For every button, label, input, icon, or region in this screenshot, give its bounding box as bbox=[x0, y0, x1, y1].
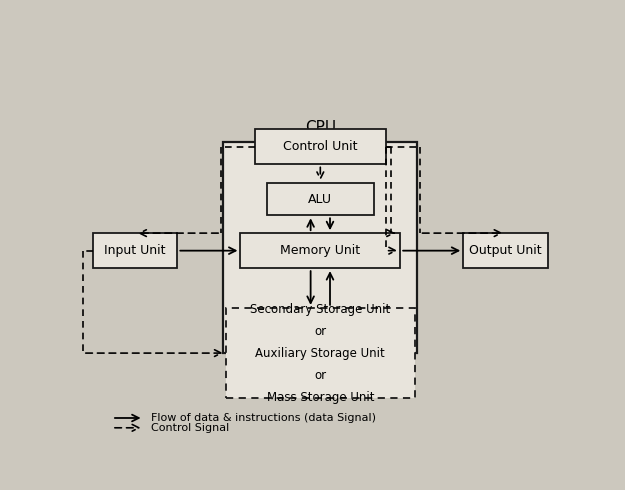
Text: Secondary Storage Unit
or
Auxiliary Storage Unit
or
Mass Storage Unit: Secondary Storage Unit or Auxiliary Stor… bbox=[250, 303, 391, 404]
Text: Flow of data & instructions (data Signal): Flow of data & instructions (data Signal… bbox=[151, 413, 376, 423]
FancyBboxPatch shape bbox=[226, 308, 415, 398]
FancyBboxPatch shape bbox=[92, 233, 178, 268]
FancyBboxPatch shape bbox=[463, 233, 548, 268]
Text: Control Unit: Control Unit bbox=[283, 141, 357, 153]
Text: CPU: CPU bbox=[305, 120, 336, 135]
Text: Memory Unit: Memory Unit bbox=[280, 244, 361, 257]
FancyBboxPatch shape bbox=[241, 233, 400, 268]
FancyBboxPatch shape bbox=[267, 183, 374, 216]
Text: Control Signal: Control Signal bbox=[151, 423, 229, 433]
Text: Input Unit: Input Unit bbox=[104, 244, 166, 257]
FancyBboxPatch shape bbox=[224, 142, 418, 353]
Text: ALU: ALU bbox=[308, 193, 332, 206]
FancyBboxPatch shape bbox=[255, 129, 386, 165]
Text: Output Unit: Output Unit bbox=[469, 244, 542, 257]
